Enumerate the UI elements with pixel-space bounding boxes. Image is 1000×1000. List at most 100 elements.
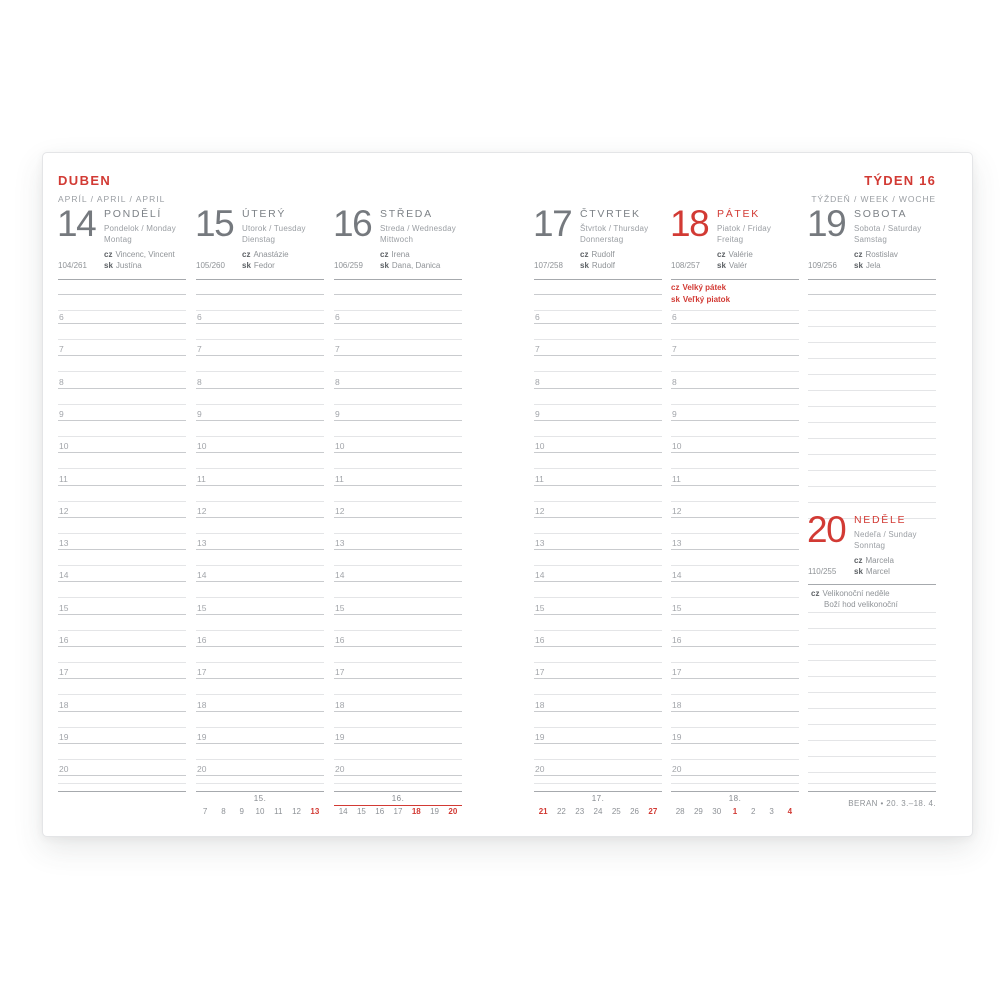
note-line	[808, 518, 936, 519]
half-hour-line	[534, 436, 662, 437]
lang-prefix: cz	[104, 250, 113, 259]
hour-line	[671, 452, 799, 453]
holiday-cz: cz Velký pátek	[671, 283, 727, 292]
hour-line	[671, 388, 799, 389]
minical-day: 18	[411, 807, 421, 816]
hour-label: 6	[335, 312, 340, 322]
half-hour-line	[671, 759, 799, 760]
holiday-sk: sk Veľký piatok	[671, 295, 731, 304]
minical-days-row: 14 15 16 17 18 19 20	[334, 807, 462, 816]
hour-label: 13	[672, 538, 682, 548]
day-of-year: 109/256	[808, 261, 837, 270]
half-hour-line	[671, 501, 799, 502]
half-hour-line	[334, 533, 462, 534]
day-name: STŘEDA	[380, 208, 433, 220]
half-hour-line	[671, 310, 799, 311]
day-number: 20	[807, 509, 847, 550]
lang-prefix: cz	[854, 250, 863, 259]
day-name: ÚTERÝ	[242, 208, 287, 220]
half-hour-line	[534, 404, 662, 405]
hour-label: 11	[197, 474, 206, 484]
note-line	[808, 660, 936, 661]
hour-label: 19	[535, 732, 545, 742]
hour-line	[58, 711, 186, 712]
hour-line	[196, 517, 324, 518]
half-hour-line	[534, 597, 662, 598]
hour-line	[58, 355, 186, 356]
half-hour-line	[671, 727, 799, 728]
half-hour-line	[671, 597, 799, 598]
hour-label: 6	[672, 312, 677, 322]
half-hour-line	[58, 630, 186, 631]
day-translation-1: Streda / Wednesday	[380, 224, 456, 233]
half-hour-line	[334, 759, 462, 760]
half-hour-line	[58, 533, 186, 534]
hour-label: 13	[535, 538, 545, 548]
column-bottom-line	[671, 791, 799, 792]
mini-calendar-week-17: 17. 21 22 23 24 25 26 27	[534, 794, 662, 816]
hour-label: 18	[672, 700, 682, 710]
hour-line	[334, 646, 462, 647]
hour-label: 8	[535, 377, 540, 387]
note-line	[808, 486, 936, 487]
half-hour-line	[334, 404, 462, 405]
nameday-cz: cz Rostislav	[854, 250, 898, 259]
hour-line	[671, 711, 799, 712]
column-bottom-line	[808, 791, 936, 792]
hour-line	[58, 678, 186, 679]
hour-label: 6	[535, 312, 540, 322]
hour-line	[534, 355, 662, 356]
hour-line	[196, 646, 324, 647]
hour-label: 9	[672, 409, 677, 419]
hour-line	[671, 614, 799, 615]
minical-day: 11	[274, 807, 283, 816]
half-hour-line	[334, 310, 462, 311]
lang-prefix: cz	[380, 250, 389, 259]
hour-label: 15	[197, 603, 207, 613]
half-hour-line	[671, 783, 799, 784]
minical-day: 22	[556, 807, 566, 816]
hour-line	[58, 452, 186, 453]
hour-label: 11	[335, 474, 344, 484]
hour-line	[534, 388, 662, 389]
minical-day: 8	[221, 807, 226, 816]
hour-line	[196, 388, 324, 389]
lang-prefix: sk	[380, 261, 389, 270]
hour-label: 18	[335, 700, 345, 710]
note-line	[808, 644, 936, 645]
half-hour-line	[334, 662, 462, 663]
day-translation-1: Nedeľa / Sunday	[854, 530, 917, 539]
minical-days-row: 7 8 9 10 11 12 13	[196, 807, 324, 816]
week-subtitle: TÝŽDEŇ / WEEK / WOCHE	[811, 194, 936, 204]
day-translation-2: Mittwoch	[380, 235, 414, 244]
minical-day: 21	[538, 807, 548, 816]
half-hour-line	[334, 630, 462, 631]
nameday-sk: sk Justína	[104, 261, 142, 270]
note-line	[808, 454, 936, 455]
hour-label: 17	[672, 667, 682, 677]
hour-line	[671, 355, 799, 356]
half-hour-line	[534, 759, 662, 760]
hour-label: 14	[59, 570, 69, 580]
day-of-year: 104/261	[58, 261, 87, 270]
column-bottom-line	[534, 791, 662, 792]
hour-line	[58, 549, 186, 550]
half-hour-line	[334, 371, 462, 372]
half-hour-line	[334, 565, 462, 566]
note-line	[808, 374, 936, 375]
half-hour-line	[196, 533, 324, 534]
half-hour-line	[334, 501, 462, 502]
half-hour-line	[534, 501, 662, 502]
hour-label: 12	[672, 506, 682, 516]
day-of-year: 108/257	[671, 261, 700, 270]
half-hour-line	[58, 597, 186, 598]
hour-label: 17	[59, 667, 69, 677]
half-hour-line	[196, 404, 324, 405]
day-translation-2: Samstag	[854, 235, 887, 244]
column-bottom-line	[196, 791, 324, 792]
page-header-left: DUBEN APRÍL / APRIL / APRIL	[58, 173, 165, 204]
minical-day: 26	[630, 807, 639, 816]
half-hour-line	[196, 694, 324, 695]
note-line	[808, 676, 936, 677]
day-number: 14	[57, 203, 97, 244]
